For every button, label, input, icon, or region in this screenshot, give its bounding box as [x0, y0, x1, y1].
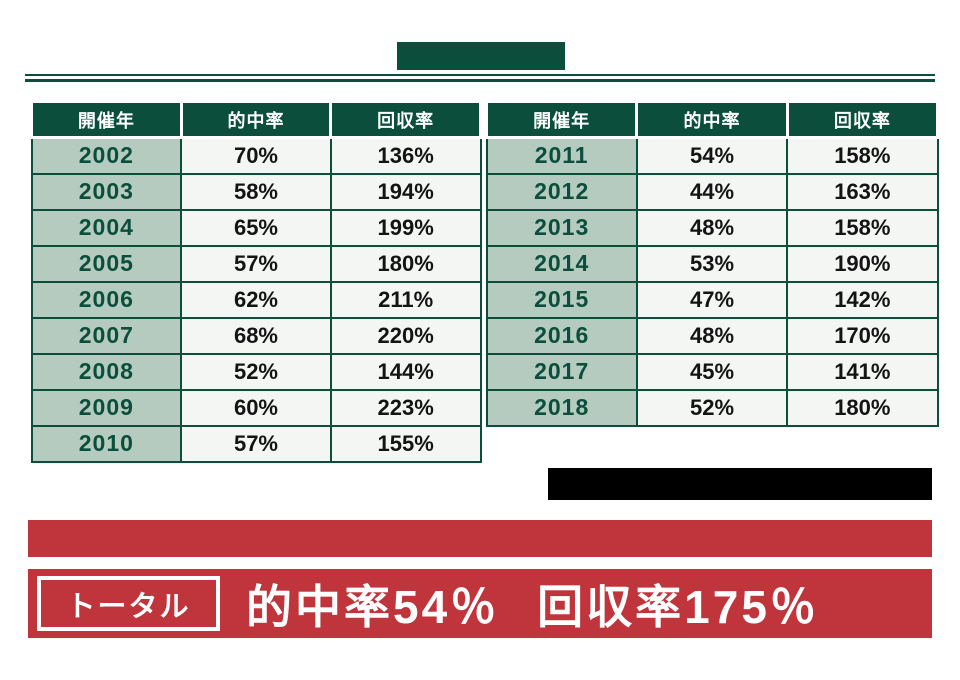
year-cell: 2014: [485, 244, 638, 283]
year-cell: 2013: [485, 208, 638, 247]
recovery-rate-cell: 163%: [786, 172, 939, 211]
year-cell: 2015: [485, 280, 638, 319]
table-row: 2012 44% 163%: [485, 172, 939, 211]
hit-rate-cell: 53%: [635, 244, 789, 283]
total-label: トータル: [66, 590, 191, 623]
title-green-box: [397, 42, 565, 70]
year-cell: 2017: [485, 352, 638, 391]
recovery-rate-cell: 190%: [786, 244, 939, 283]
column-header-year: 開催年: [484, 100, 639, 139]
recovery-rate-cell: 220%: [329, 316, 482, 355]
table-row: 2011 54% 158%: [485, 136, 939, 175]
column-header-recovery-rate: 回収率: [329, 100, 482, 139]
table-row: 2007 68% 220%: [30, 316, 482, 355]
year-cell: 2009: [30, 388, 183, 427]
year-cell: 2016: [485, 316, 638, 355]
hit-rate-cell: 60%: [180, 388, 332, 427]
table-row: 2009 60% 223%: [30, 388, 482, 427]
recovery-rate-cell: 158%: [786, 136, 939, 175]
column-header-year: 開催年: [30, 100, 183, 139]
column-header-recovery-rate: 回収率: [785, 100, 940, 139]
year-cell: 2008: [30, 352, 183, 391]
recovery-rate-cell: 136%: [329, 136, 482, 175]
column-header-hit-rate: 的中率: [179, 100, 333, 139]
year-cell: 2007: [30, 316, 183, 355]
table-row: 2015 47% 142%: [485, 280, 939, 319]
results-table-right: 開催年 的中率 回収率 2011 54% 158% 2012 44%: [484, 100, 940, 427]
column-header-hit-rate: 的中率: [635, 100, 789, 139]
recovery-rate-cell: 180%: [329, 244, 482, 283]
hit-rate-cell: 48%: [635, 208, 789, 247]
year-cell: 2011: [485, 136, 638, 175]
hit-rate-cell: 68%: [180, 316, 332, 355]
recovery-rate-cell: 194%: [329, 172, 482, 211]
table-row: 2006 62% 211%: [30, 280, 482, 319]
table-row: 2018 52% 180%: [485, 388, 939, 427]
table-row: 2010 57% 155%: [30, 424, 482, 463]
hit-rate-cell: 44%: [635, 172, 789, 211]
hit-rate-cell: 52%: [180, 352, 332, 391]
hit-rate-cell: 57%: [180, 244, 332, 283]
year-cell: 2002: [30, 136, 183, 175]
table-row: 2002 70% 136%: [30, 136, 482, 175]
recovery-rate-cell: 158%: [786, 208, 939, 247]
recovery-rate-cell: 170%: [786, 316, 939, 355]
total-banner: トータル 的中率54％ 回収率175％: [28, 569, 932, 638]
total-hit-rate: 的中率54％: [246, 580, 500, 633]
table-row: 2005 57% 180%: [30, 244, 482, 283]
results-tables: 開催年 的中率 回収率 2002 70% 136% 2003 58%: [30, 100, 940, 463]
total-recovery-rate: 回収率175％: [537, 580, 819, 633]
hit-rate-cell: 47%: [635, 280, 789, 319]
table-row: 2016 48% 170%: [485, 316, 939, 355]
year-cell: 2010: [30, 424, 183, 463]
header-row: 開催年 的中率 回収率: [484, 100, 940, 139]
table-body-left: 2002 70% 136% 2003 58% 194% 2004 65% 199…: [30, 136, 482, 463]
header-row: 開催年 的中率 回収率: [30, 100, 482, 139]
year-cell: 2005: [30, 244, 183, 283]
table-body-right: 2011 54% 158% 2012 44% 163% 2013 48% 158…: [485, 136, 939, 427]
hit-rate-cell: 52%: [635, 388, 789, 427]
year-cell: 2003: [30, 172, 183, 211]
hit-rate-cell: 57%: [180, 424, 332, 463]
double-divider-line: [25, 74, 935, 82]
hit-rate-cell: 58%: [180, 172, 332, 211]
year-cell: 2018: [485, 388, 638, 427]
red-separator-bar: [28, 520, 932, 557]
table-row: 2017 45% 141%: [485, 352, 939, 391]
hit-rate-cell: 65%: [180, 208, 332, 247]
year-cell: 2004: [30, 208, 183, 247]
table-row: 2014 53% 190%: [485, 244, 939, 283]
table-row: 2003 58% 194%: [30, 172, 482, 211]
table-row: 2004 65% 199%: [30, 208, 482, 247]
total-results-text: 的中率54％ 回収率175％: [246, 571, 819, 637]
recovery-rate-cell: 142%: [786, 280, 939, 319]
table-header: 開催年 的中率 回収率: [30, 100, 482, 139]
results-table-left: 開催年 的中率 回収率 2002 70% 136% 2003 58%: [30, 100, 482, 463]
hit-rate-cell: 45%: [635, 352, 789, 391]
hit-rate-cell: 62%: [180, 280, 332, 319]
redacted-black-box: [548, 468, 932, 500]
year-cell: 2012: [485, 172, 638, 211]
table-row: 2013 48% 158%: [485, 208, 939, 247]
recovery-rate-cell: 155%: [329, 424, 482, 463]
recovery-rate-cell: 211%: [329, 280, 482, 319]
recovery-rate-cell: 144%: [329, 352, 482, 391]
year-cell: 2006: [30, 280, 183, 319]
recovery-rate-cell: 180%: [786, 388, 939, 427]
table-header: 開催年 的中率 回収率: [484, 100, 940, 139]
recovery-rate-cell: 141%: [786, 352, 939, 391]
total-label-box: トータル: [37, 576, 220, 631]
hit-rate-cell: 54%: [635, 136, 789, 175]
hit-rate-cell: 70%: [180, 136, 332, 175]
table-row: 2008 52% 144%: [30, 352, 482, 391]
hit-rate-cell: 48%: [635, 316, 789, 355]
recovery-rate-cell: 199%: [329, 208, 482, 247]
recovery-rate-cell: 223%: [329, 388, 482, 427]
